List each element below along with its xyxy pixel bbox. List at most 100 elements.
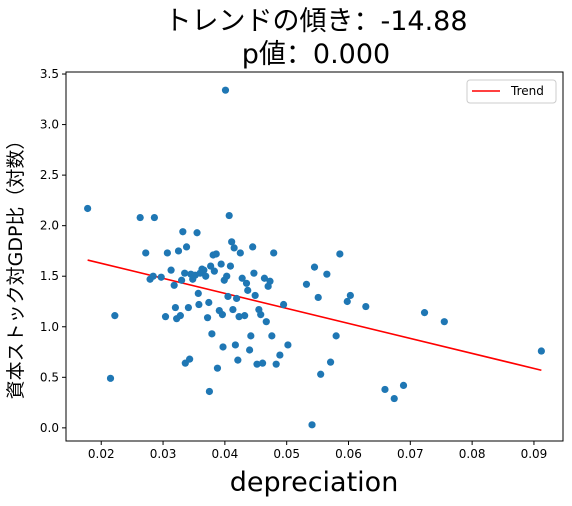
data-point [208,330,216,338]
data-point [167,266,175,274]
data-point [174,247,183,255]
data-point [346,291,354,300]
x-tick-label: 0.09 [521,447,548,461]
y-tick-label: 3.5 [40,67,59,81]
data-point [343,297,351,306]
y-tick-label: 2.0 [40,219,59,233]
data-point [332,332,340,340]
x-tick-label: 0.08 [459,447,486,461]
y-tick-label: 0.5 [40,370,59,384]
data-point [326,358,335,366]
data-point [236,249,244,257]
data-point [177,276,186,284]
data-point [257,311,265,319]
data-point [213,364,222,372]
data-point [182,243,191,251]
data-point [381,385,389,394]
data-point [245,346,254,354]
x-tick-label: 0.07 [397,447,424,461]
data-point [163,249,171,257]
data-point [207,262,215,270]
data-point [399,381,408,389]
data-point [176,312,184,320]
data-point [84,204,92,213]
data-point [203,314,212,322]
data-point [231,341,239,349]
data-point [260,274,269,282]
data-point [150,213,158,222]
data-point [195,300,203,309]
data-point [230,244,238,252]
x-axis-label: depreciation [230,467,399,498]
data-point [242,279,251,287]
data-point [241,312,249,320]
data-point [247,332,255,340]
data-point [440,318,448,326]
data-point [226,262,235,270]
data-point [268,332,276,340]
data-point [272,360,280,368]
y-tick-label: 3.0 [40,118,59,132]
data-point [224,292,232,301]
data-point [223,272,231,280]
data-point [251,291,259,300]
data-point [210,267,218,275]
data-point [238,274,246,282]
data-point [225,211,233,220]
data-point [302,280,311,288]
data-point [212,250,220,258]
data-point [186,355,194,363]
data-point [179,228,187,236]
data-points [84,86,545,429]
data-point [537,347,545,355]
x-tick-label: 0.02 [88,447,115,461]
data-point [317,370,325,378]
data-point [336,250,344,258]
x-tick-label: 0.05 [273,447,300,461]
data-point [310,263,319,271]
data-point [234,356,242,364]
x-tick-label: 0.04 [212,447,239,461]
data-point [244,286,252,294]
chart-title-line2: p値：0.000 [242,39,390,70]
data-point [250,269,258,277]
data-point [202,272,210,280]
data-point [308,421,316,429]
data-point [170,281,178,289]
x-tick-label: 0.03 [150,447,177,461]
data-point [262,318,270,326]
data-point [279,300,288,309]
data-point [276,351,284,359]
data-point [205,387,214,396]
x-tick-label: 0.06 [335,447,362,461]
data-point [157,273,165,281]
data-point [161,313,170,321]
data-point [200,266,208,274]
data-point [362,302,370,311]
data-point [233,294,241,303]
data-point [106,374,115,382]
data-point [258,359,267,367]
data-point [323,270,331,278]
data-point [221,86,230,94]
data-point [142,249,150,257]
legend-label: Trend [510,84,544,98]
data-point [136,213,144,222]
legend-box [466,79,557,104]
data-point [314,293,322,302]
data-point [253,360,261,368]
y-tick-label: 2.5 [40,168,59,182]
data-point [149,272,157,280]
data-point [228,238,236,246]
data-point [270,249,278,257]
data-point [218,311,226,319]
data-point [235,313,243,321]
data-point [193,229,201,237]
data-point [249,243,257,251]
y-tick-label: 1.5 [40,269,59,283]
data-point [390,394,398,403]
data-point [194,289,202,297]
data-point [181,269,189,277]
data-point [205,298,213,307]
